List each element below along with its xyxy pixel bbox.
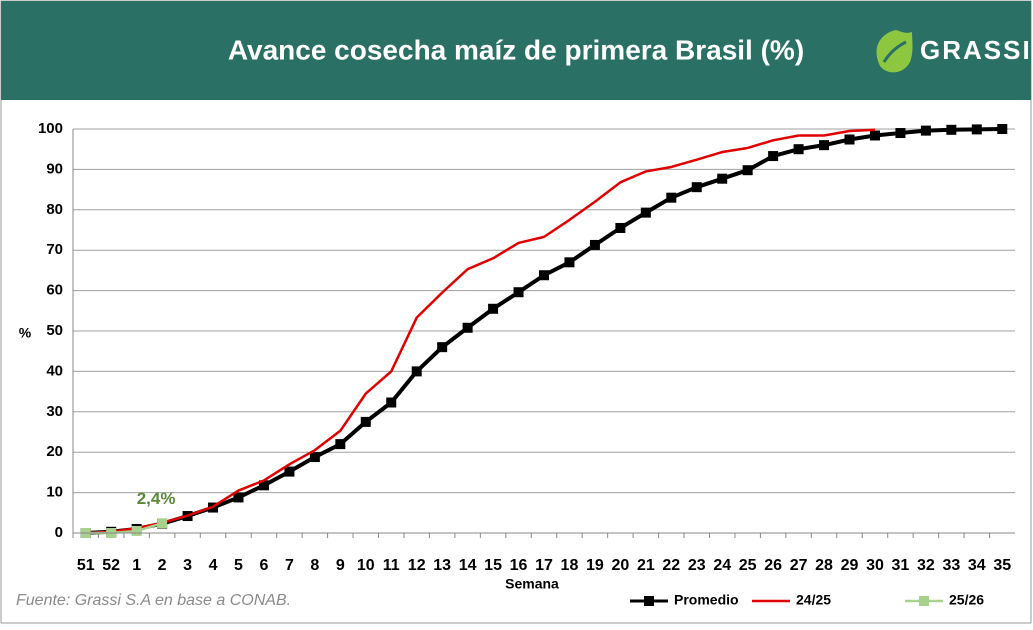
marker [946, 124, 957, 135]
x-tick-label: 16 [510, 557, 528, 574]
marker [895, 128, 906, 139]
x-tick-label: 19 [586, 557, 604, 574]
marker [309, 452, 320, 463]
x-tick-label: 30 [866, 557, 884, 574]
x-tick-label: 25 [739, 557, 757, 574]
x-tick-label: 11 [383, 557, 400, 574]
marker [386, 397, 397, 408]
x-tick-label: 24 [713, 557, 731, 574]
x-tick-label: 34 [968, 557, 986, 574]
legend-label: Promedio [674, 592, 739, 608]
x-tick-label: 22 [662, 557, 680, 574]
marker [742, 165, 753, 176]
y-tick-label: 100 [38, 120, 63, 137]
y-tick-label: 40 [46, 362, 63, 379]
marker [360, 416, 371, 427]
chart-title: Avance cosecha maíz de primera Brasil (%… [228, 34, 804, 65]
logo-icon [876, 30, 913, 73]
marker [768, 151, 779, 162]
y-tick-label: 10 [46, 484, 63, 501]
y-tick-label: 50 [46, 322, 63, 339]
y-tick-label: 20 [46, 443, 63, 460]
x-tick-label: 12 [408, 557, 426, 574]
y-axis-label: % [19, 325, 32, 341]
y-tick-label: 90 [46, 160, 63, 177]
marker [589, 239, 600, 250]
marker [819, 140, 830, 151]
marker [411, 366, 422, 377]
x-tick-label: 2 [158, 557, 167, 574]
marker [488, 303, 499, 314]
marker [793, 144, 804, 155]
marker [997, 124, 1008, 134]
marker [539, 270, 549, 281]
x-tick-label: 26 [764, 557, 782, 574]
x-tick-label: 51 [77, 557, 95, 574]
marker [131, 525, 142, 536]
marker [691, 182, 702, 193]
legend-label: 25/26 [949, 592, 984, 608]
x-tick-label: 52 [102, 557, 120, 574]
x-tick-label: 6 [259, 557, 268, 574]
marker [971, 124, 982, 135]
marker [437, 342, 448, 353]
y-tick-label: 70 [46, 241, 63, 258]
marker [869, 130, 880, 141]
marker [844, 134, 855, 145]
annotation: 2,4% [137, 489, 176, 508]
x-tick-label: 27 [790, 557, 808, 574]
marker [258, 480, 269, 491]
marker [615, 222, 626, 233]
x-tick-label: 9 [336, 557, 345, 574]
legend-marker [919, 596, 929, 606]
x-tick-label: 18 [561, 557, 579, 574]
x-tick-label: 3 [183, 557, 192, 574]
x-tick-label: 23 [688, 557, 706, 574]
x-tick-label: 10 [357, 557, 375, 574]
x-tick-label: 20 [611, 557, 629, 574]
x-tick-label: 29 [841, 557, 859, 574]
x-tick-label: 13 [433, 557, 451, 574]
marker [157, 518, 168, 529]
x-tick-label: 14 [459, 557, 477, 574]
marker [513, 287, 524, 298]
x-tick-label: 33 [942, 557, 960, 574]
series-line [85, 128, 876, 535]
y-tick-label: 80 [46, 201, 63, 218]
source-note: Fuente: Grassi S.A en base a CONAB. [16, 592, 291, 609]
x-tick-label: 8 [310, 557, 319, 574]
logo-text: GRASSI [920, 35, 1032, 65]
x-tick-label: 35 [993, 557, 1011, 574]
y-tick-label: 0 [55, 524, 63, 541]
legend-label: 24/25 [796, 592, 831, 608]
x-tick-label: 7 [285, 557, 294, 574]
x-tick-label: 28 [815, 557, 833, 574]
marker [335, 439, 346, 450]
y-tick-label: 60 [46, 282, 63, 299]
marker [717, 173, 728, 184]
marker [666, 192, 677, 203]
x-tick-label: 5 [234, 557, 243, 574]
y-tick-label: 30 [46, 403, 63, 420]
legend-marker [644, 596, 654, 606]
x-tick-label: 31 [892, 557, 910, 574]
x-tick-label: 15 [484, 557, 502, 574]
x-tick-label: 21 [637, 557, 655, 574]
marker [640, 207, 651, 218]
header [1, 1, 1031, 100]
x-tick-label: 4 [209, 557, 218, 574]
marker [233, 492, 244, 503]
x-tick-label: 17 [535, 557, 553, 574]
x-axis-label: Semana [505, 576, 559, 592]
marker [920, 125, 931, 136]
x-tick-label: 1 [132, 557, 141, 574]
marker [462, 322, 473, 333]
marker [564, 257, 575, 268]
x-tick-label: 32 [917, 557, 935, 574]
marker [284, 466, 295, 477]
